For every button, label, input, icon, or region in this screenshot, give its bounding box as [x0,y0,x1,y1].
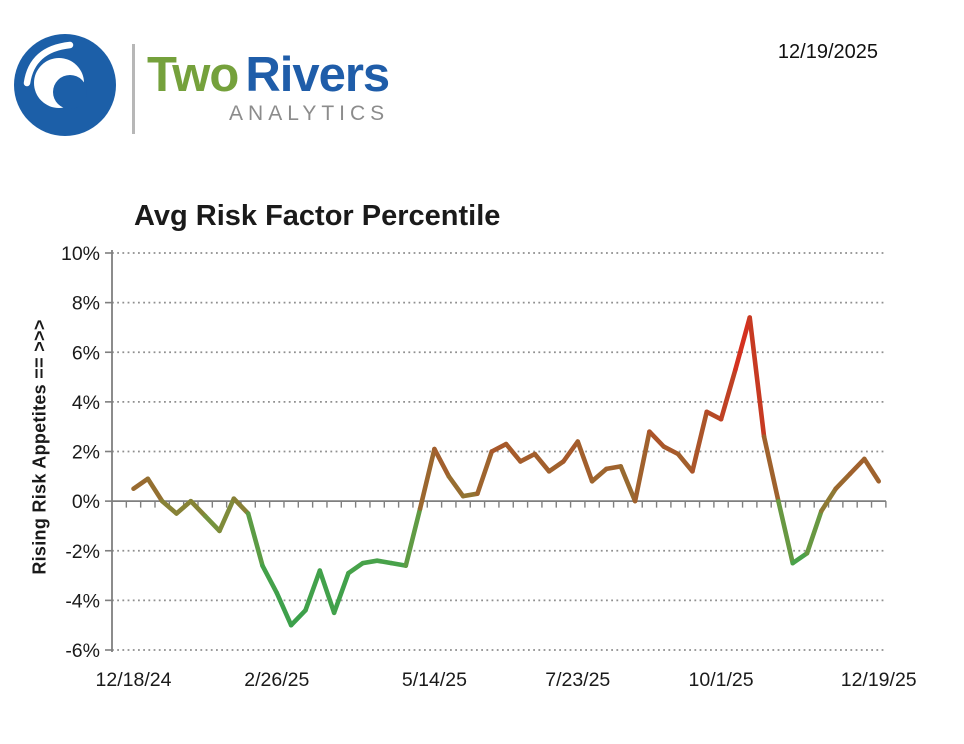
x-tick-label: 12/18/24 [96,669,172,691]
risk-line-segment [489,441,509,454]
risk-line-segment [374,558,394,566]
risk-line-segment [589,466,609,484]
logo-inner-blue [53,75,87,109]
risk-line-segment [159,498,179,516]
logo-word-two: Two [147,48,239,102]
y-tick-label: 2% [72,442,100,464]
risk-line-segment [632,429,652,504]
risk-line-segment [174,498,194,516]
risk-line-segment [317,568,337,616]
y-tick-label: -6% [65,640,100,662]
risk-line-segment [862,456,882,484]
x-tick-label: 2/26/25 [244,669,309,691]
risk-line-segment [245,511,265,568]
risk-line-segment [260,563,280,596]
risk-line-segment [747,315,767,439]
risk-line-segment [532,451,552,474]
x-tick-label: 7/23/25 [545,669,610,691]
risk-line-segment [331,570,351,616]
risk-line-segment [718,367,738,422]
x-tick-label: 10/1/25 [689,669,754,691]
risk-line-segment [604,464,624,472]
risk-line-segment [661,444,681,457]
risk-line-segment [690,409,710,474]
x-tick-label: 5/14/25 [402,669,467,691]
x-tick-label: 12/19/25 [841,669,917,691]
y-tick-label: 0% [72,491,100,513]
y-tick-label: 10% [61,243,100,265]
risk-line-segment [417,446,437,511]
risk-line-segment [346,560,366,576]
risk-line-segment [460,491,480,499]
logo-subtitle-analytics: ANALYTICS [229,102,390,126]
risk-line-segment [432,446,452,479]
risk-line-segment [389,560,409,568]
risk-line-segment [761,434,781,504]
y-tick-label: 4% [72,392,100,414]
risk-line-segment [618,464,638,504]
logo-wordmark: Two Rivers [147,48,390,102]
risk-line-segment [804,508,824,556]
risk-line-segment [776,498,796,566]
risk-line-segment [131,476,151,492]
risk-line-segment [704,409,724,422]
risk-line-segment [847,456,867,477]
risk-line-segment [303,568,323,613]
risk-line-segment [231,496,251,516]
risk-line-segment [518,451,538,464]
two-rivers-logo-text: Two Rivers ANALYTICS [147,48,390,126]
risk-line-segment [274,590,294,628]
logo-word-rivers: Rivers [245,48,390,102]
risk-line-segment [403,506,423,568]
report-date: 12/19/2025 [777,41,878,63]
y-tick-label: 6% [72,342,100,364]
risk-line-segment [733,315,753,372]
risk-line-segment [217,496,237,534]
logo-divider [132,44,135,134]
risk-line-segment [561,439,581,464]
risk-line-segment [360,558,380,566]
risk-line-segment [503,441,523,464]
chart-title: Avg Risk Factor Percentile [134,200,501,232]
risk-line-segment [575,439,595,484]
risk-line-segment [546,459,566,474]
two-rivers-logo-icon [14,34,116,136]
risk-line-segment [446,474,466,499]
risk-line-segment [790,550,810,566]
risk-line-segment [288,607,308,628]
logo-swoosh [23,41,74,87]
y-tick-label: 8% [72,293,100,315]
y-tick-label: -4% [65,590,100,612]
risk-line-segment [675,451,695,474]
risk-line-segment [202,513,222,534]
risk-line-segment [647,429,667,449]
risk-line-segment [833,471,853,492]
risk-line-segment [475,449,495,496]
y-tick-label: -2% [65,541,100,563]
risk-line-segment [188,498,208,519]
risk-line-segment [145,476,165,504]
risk-line-segment [819,486,839,514]
